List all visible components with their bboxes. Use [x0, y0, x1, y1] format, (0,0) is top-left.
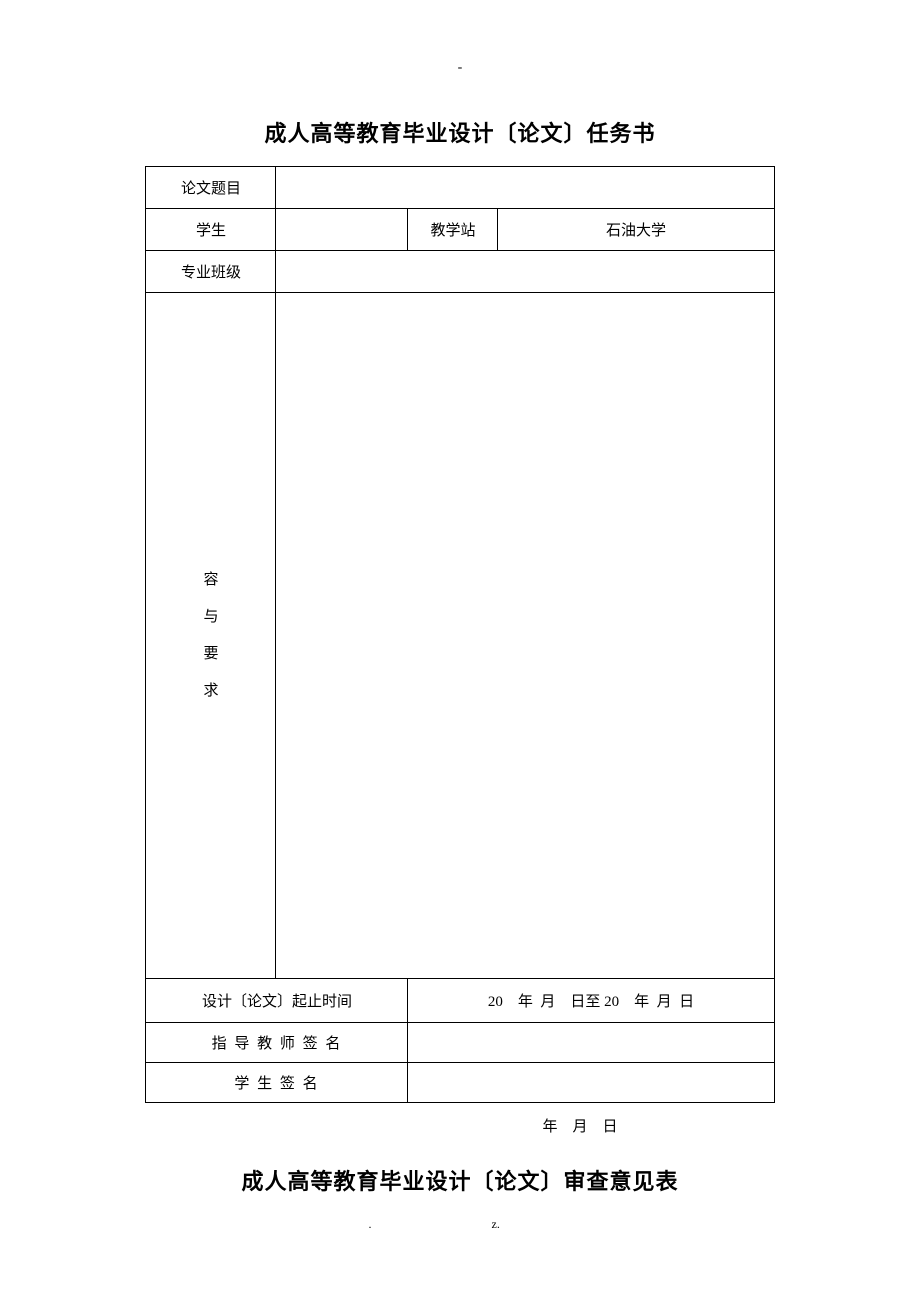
- student-signature-label: 学 生 签 名: [146, 1063, 408, 1103]
- content-req-char-1: 容: [203, 573, 218, 588]
- station-value: 石油大学: [498, 209, 774, 251]
- time-range-label: 设计〔论文〕起止时间: [146, 979, 408, 1023]
- content-requirements-label: 容 与 要 求: [146, 293, 276, 979]
- content-requirements-value: [276, 293, 774, 979]
- top-dash: -: [0, 60, 920, 76]
- page-title-2: 成人高等教育毕业设计〔论文〕审查意见表: [0, 1164, 920, 1196]
- student-label: 学生: [146, 209, 276, 251]
- student-value: [276, 209, 408, 251]
- class-value: [276, 251, 774, 293]
- class-label: 专业班级: [146, 251, 276, 293]
- advisor-signature-value: [408, 1023, 774, 1063]
- content-req-char-4: 求: [203, 684, 218, 699]
- task-form-table: 论文题目 学生 教学站 石油大学 专业班级 容 与 要 求: [145, 166, 774, 1103]
- footer-z: z.: [492, 1217, 552, 1232]
- page-title-1: 成人高等教育毕业设计〔论文〕任务书: [0, 116, 920, 148]
- page-footer: . z.: [0, 1217, 920, 1232]
- student-signature-value: [408, 1063, 774, 1103]
- advisor-signature-label: 指 导 教 师 签 名: [146, 1023, 408, 1063]
- time-range-value: 20 年 月 日至 20 年 月 日: [408, 979, 774, 1023]
- content-req-char-2: 与: [203, 610, 218, 625]
- station-label: 教学站: [408, 209, 498, 251]
- footer-dot: .: [369, 1217, 489, 1232]
- thesis-title-value: [276, 167, 774, 209]
- date-below-table: 年 月 日: [146, 1115, 774, 1136]
- thesis-title-label: 论文题目: [146, 167, 276, 209]
- content-req-char-3: 要: [203, 647, 218, 662]
